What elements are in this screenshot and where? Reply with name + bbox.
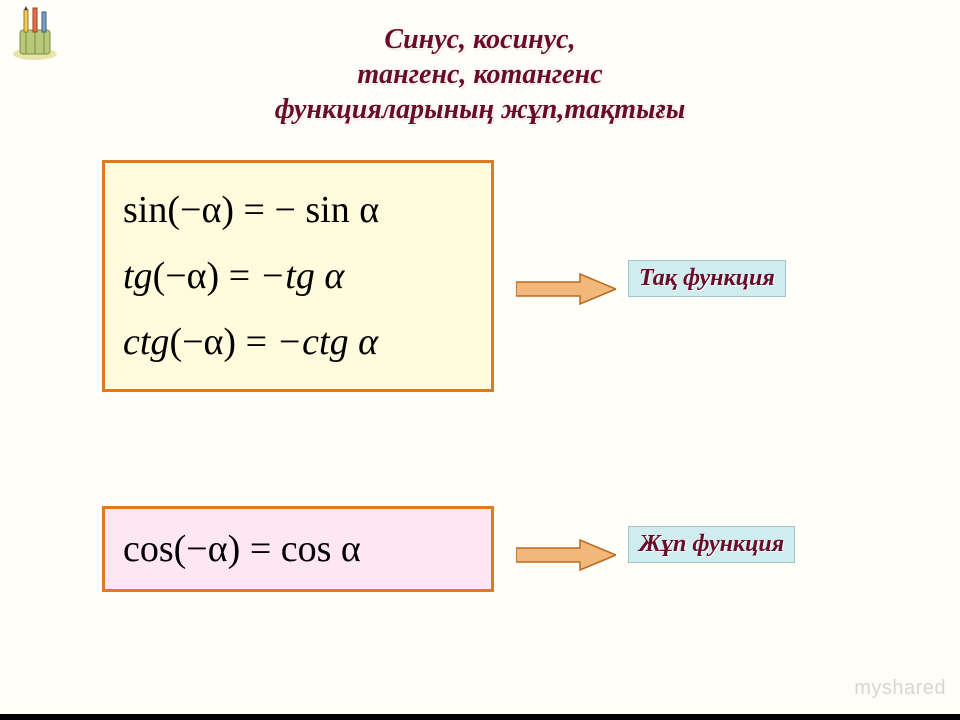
slide-title: Синус, косинус, тангенс, котангенс функц… [0,0,960,127]
equation-tg: tg(−α) = −tg α [123,254,473,298]
equation-cos: cos(−α) = cos α [123,527,361,571]
watermark: myshared [854,677,946,700]
title-line-3: функцияларының жұп,тақтығы [0,92,960,127]
arrow-icon [516,272,616,311]
equation-sin: sin(−α) = − sin α [123,188,473,232]
odd-functions-box: sin(−α) = − sin α tg(−α) = −tg α ctg(−α)… [102,160,494,392]
title-line-2: тангенс, котангенс [0,57,960,92]
equation-ctg: ctg(−α) = −ctg α [123,320,473,364]
arrow-icon [516,538,616,577]
even-functions-box: cos(−α) = cos α [102,506,494,592]
title-line-1: Синус, косинус, [0,22,960,57]
odd-function-label: Тақ функция [628,260,786,297]
pencil-cup-icon [6,6,64,64]
slide: Синус, косинус, тангенс, котангенс функц… [0,0,960,720]
even-function-label: Жұп функция [628,526,795,563]
